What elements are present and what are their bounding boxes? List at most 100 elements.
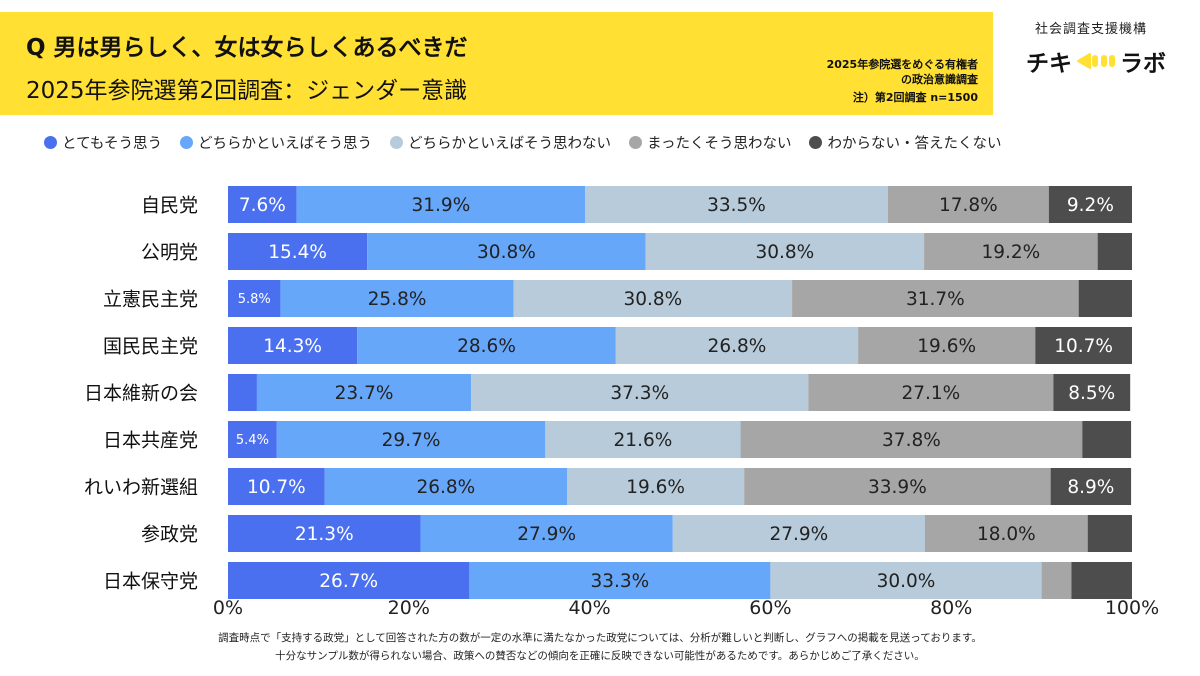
data-label: 26.8%: [416, 477, 475, 498]
legend-swatch-4: [809, 136, 823, 149]
legend-item-0: とてもそう思う: [44, 132, 162, 153]
category-label: 日本維新の会: [84, 383, 198, 405]
bar-segment: [1053, 374, 1131, 411]
bar-segment: [228, 186, 297, 223]
survey-subtitle: 2025年参院選第2回調査：ジェンダー意識: [26, 78, 468, 104]
bar-segment: [228, 468, 325, 505]
bar-segment: [1071, 562, 1132, 599]
bar-segment: [324, 468, 567, 505]
legend-swatch-3: [629, 136, 643, 149]
category-label: 立憲民主党: [103, 289, 198, 311]
question-title: Q 男は男らしく、女は女らしくあるべきだ: [26, 35, 468, 61]
legend-label-0: とてもそう思う: [62, 136, 163, 152]
data-label: 37.3%: [610, 383, 669, 404]
logo: チキ ラボ: [1026, 44, 1166, 78]
data-label: 27.9%: [769, 524, 828, 545]
bar-segment: [1050, 468, 1132, 505]
data-label: 5.8%: [238, 292, 271, 307]
bar-segment: [276, 421, 546, 458]
data-label: 26.7%: [319, 571, 378, 592]
category-label: 自民党: [141, 195, 198, 217]
bar-segment: [672, 515, 925, 552]
data-label: 15.4%: [268, 242, 327, 263]
bar-segment: [471, 374, 809, 411]
bar-segment: [744, 468, 1051, 505]
category-label: 公明党: [141, 242, 198, 264]
data-label: 30.8%: [623, 289, 682, 310]
header-band: [0, 12, 993, 115]
bar-segment: [469, 562, 771, 599]
data-label: 19.6%: [626, 477, 685, 498]
x-tick-label: 40%: [568, 597, 610, 619]
logo-text-right: ラボ: [1120, 51, 1166, 77]
bar-segment: [924, 515, 1088, 552]
data-label: 30.8%: [755, 242, 814, 263]
megaphone-icon: [1077, 53, 1115, 69]
data-label: 28.6%: [457, 336, 516, 357]
data-label: 21.6%: [614, 430, 673, 451]
x-tick-label: 80%: [930, 597, 972, 619]
data-label: 33.5%: [707, 195, 766, 216]
bar-segment: [792, 280, 1079, 317]
data-label: 31.7%: [906, 289, 965, 310]
legend-label-1: どちらかといえばそう思う: [198, 136, 373, 152]
bar-segment: [1048, 186, 1132, 223]
data-label: 5.4%: [236, 433, 269, 448]
bar-segment: [858, 327, 1036, 364]
data-label: 26.8%: [708, 336, 767, 357]
data-label: 31.9%: [412, 195, 471, 216]
data-label: 17.8%: [939, 195, 998, 216]
data-label: 30.0%: [877, 571, 936, 592]
bar-segment: [280, 280, 514, 317]
logo-text-left: チキ: [1026, 51, 1072, 77]
bar-segment: [228, 374, 257, 411]
bar-segment: [228, 327, 358, 364]
data-label: 33.3%: [590, 571, 649, 592]
data-label: 37.8%: [882, 430, 941, 451]
bar-segment: [567, 468, 745, 505]
x-tick-label: 0%: [213, 597, 243, 619]
bar-segment: [256, 374, 472, 411]
survey-note-line-2: の政治意識調査: [901, 73, 978, 86]
bar-segment: [367, 233, 646, 270]
data-label: 9.2%: [1067, 195, 1114, 216]
category-label: 参政党: [141, 524, 198, 546]
bar-segment: [1082, 421, 1132, 458]
legend-label-4: わからない・答えたくない: [827, 136, 1002, 152]
data-label: 30.8%: [477, 242, 536, 263]
bar-segment: [228, 233, 368, 270]
survey-note-line-3: 注）第2回調査 n=1500: [852, 91, 978, 104]
logo-org-name: 社会調査支援機構: [1035, 22, 1148, 37]
bar-segment: [585, 186, 888, 223]
bar-segment: [1041, 562, 1072, 599]
category-label: 日本共産党: [103, 430, 198, 452]
data-label: 19.2%: [981, 242, 1040, 263]
data-label: 7.6%: [239, 195, 286, 216]
legend-label-3: まったくそう思わない: [647, 136, 792, 152]
data-label: 10.7%: [1054, 336, 1113, 357]
data-label: 14.3%: [263, 336, 322, 357]
bar-segment: [645, 233, 925, 270]
data-label: 21.3%: [295, 524, 354, 545]
bar-segment: [228, 562, 470, 599]
bar-segment: [924, 233, 1098, 270]
category-label: れいわ新選組: [84, 477, 198, 499]
legend-swatch-0: [44, 136, 57, 149]
x-tick-label: 60%: [749, 597, 791, 619]
data-label: 8.9%: [1067, 477, 1114, 498]
category-label: 日本保守党: [103, 571, 198, 593]
bar-segment: [615, 327, 859, 364]
legend-item-4: わからない・答えたくない: [809, 132, 1001, 153]
bar-segment: [770, 562, 1042, 599]
bar-segment: [1078, 280, 1132, 317]
bar-segment: [808, 374, 1054, 411]
x-tick-label: 100%: [1105, 597, 1159, 619]
data-label: 29.7%: [382, 430, 441, 451]
data-label: 19.6%: [917, 336, 976, 357]
bar-segment: [228, 515, 421, 552]
data-label: 27.1%: [901, 383, 960, 404]
legend-swatch-2: [390, 136, 404, 149]
legend-item-1: どちらかといえばそう思う: [180, 132, 372, 153]
data-label: 8.5%: [1068, 383, 1115, 404]
